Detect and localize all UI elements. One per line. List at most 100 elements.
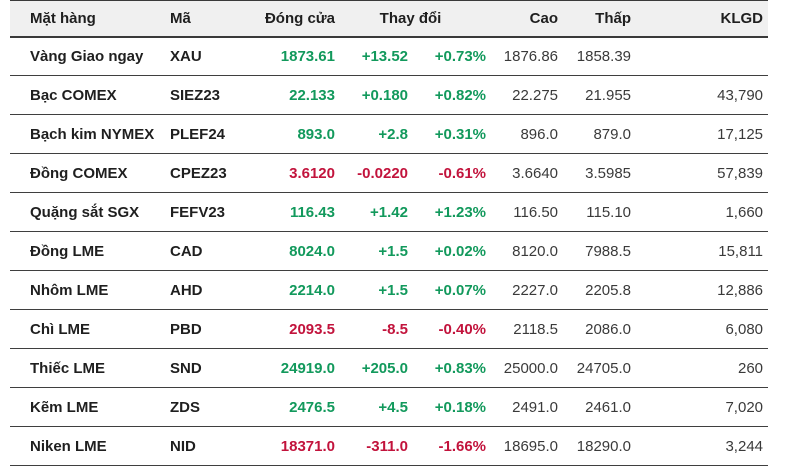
close-price-cell: 22.133	[248, 75, 335, 115]
table-body: Vàng Giao ngay XAU 1873.61 +13.52 +0.73% 1876…	[10, 36, 769, 466]
change-value-cell: +1.5	[335, 270, 408, 310]
change-percent-cell: -0.40%	[408, 309, 487, 349]
change-value-cell: +1.5	[335, 231, 408, 271]
volume-cell: 43,790	[631, 75, 769, 115]
commodity-name-cell: Chì LME	[10, 309, 160, 349]
change-percent-cell: -0.61%	[408, 153, 487, 193]
table-row: Nhôm LME AHD 2214.0 +1.5 +0.07% 2227.0 2205.8 1…	[10, 270, 769, 310]
low-price-cell: 2205.8	[558, 270, 632, 310]
table-row: Bạc COMEX SIEZ23 22.133 +0.180 +0.82% 22.275 2…	[10, 75, 769, 115]
high-price-cell: 3.6640	[486, 153, 559, 193]
low-price-cell: 7988.5	[558, 231, 632, 271]
table-row: Chì LME PBD 2093.5 -8.5 -0.40% 2118.5 2086.0 6,…	[10, 309, 769, 349]
commodity-code-cell: CPEZ23	[160, 153, 248, 193]
commodity-code-cell: CAD	[160, 231, 248, 271]
high-price-cell: 22.275	[486, 75, 559, 115]
change-percent-cell: +0.83%	[408, 348, 487, 388]
commodity-name-cell: Vàng Giao ngay	[10, 36, 160, 76]
change-value-cell: -8.5	[335, 309, 408, 349]
commodity-name-cell: Nhôm LME	[10, 270, 160, 310]
close-price-cell: 2214.0	[248, 270, 335, 310]
change-value-cell: +1.42	[335, 192, 408, 232]
change-value-cell: -0.0220	[335, 153, 408, 193]
table-row: Đồng COMEX CPEZ23 3.6120 -0.0220 -0.61% 3.664…	[10, 153, 769, 193]
close-price-cell: 24919.0	[248, 348, 335, 388]
table-row: Niken LME NID 18371.0 -311.0 -1.66% 18695.0 18…	[10, 426, 769, 466]
table-row: Kẽm LME ZDS 2476.5 +4.5 +0.18% 2491.0 2461.0 7,…	[10, 387, 769, 427]
change-value-cell: +13.52	[335, 36, 408, 76]
close-price-cell: 18371.0	[248, 426, 335, 466]
table-row: Bạch kim NYMEX PLEF24 893.0 +2.8 +0.31% 896.0…	[10, 114, 769, 154]
change-value-cell: +2.8	[335, 114, 408, 154]
commodity-name-cell: Bạc COMEX	[10, 75, 160, 115]
change-value-cell: +4.5	[335, 387, 408, 427]
volume-cell: 12,886	[631, 270, 769, 310]
close-price-cell: 3.6120	[248, 153, 335, 193]
table-row: Quặng sắt SGX FEFV23 116.43 +1.42 +1.23% 116.…	[10, 192, 769, 232]
commodity-name-cell: Đồng COMEX	[10, 153, 160, 193]
volume-cell: 1,660	[631, 192, 769, 232]
header-high: Cao	[486, 0, 559, 38]
header-commodity: Mặt hàng	[10, 0, 160, 38]
commodity-name-cell: Đồng LME	[10, 231, 160, 271]
low-price-cell: 18290.0	[558, 426, 632, 466]
commodity-code-cell: XAU	[160, 36, 248, 76]
low-price-cell: 879.0	[558, 114, 632, 154]
commodity-code-cell: PBD	[160, 309, 248, 349]
volume-cell: 260	[631, 348, 769, 388]
change-percent-cell: -1.66%	[408, 426, 487, 466]
table-row: Thiếc LME SND 24919.0 +205.0 +0.83% 25000.0 24…	[10, 348, 769, 388]
high-price-cell: 8120.0	[486, 231, 559, 271]
low-price-cell: 3.5985	[558, 153, 632, 193]
commodity-name-cell: Kẽm LME	[10, 387, 160, 427]
high-price-cell: 896.0	[486, 114, 559, 154]
commodity-code-cell: PLEF24	[160, 114, 248, 154]
header-volume: KLGD	[631, 0, 769, 38]
commodity-name-cell: Quặng sắt SGX	[10, 192, 160, 232]
commodity-name-cell: Thiếc LME	[10, 348, 160, 388]
high-price-cell: 2227.0	[486, 270, 559, 310]
change-value-cell: +205.0	[335, 348, 408, 388]
volume-cell: 57,839	[631, 153, 769, 193]
change-percent-cell: +1.23%	[408, 192, 487, 232]
header-close: Đóng cửa	[248, 0, 335, 38]
high-price-cell: 2118.5	[486, 309, 559, 349]
high-price-cell: 25000.0	[486, 348, 559, 388]
commodity-name-cell: Bạch kim NYMEX	[10, 114, 160, 154]
header-change: Thay đổi	[335, 0, 487, 38]
low-price-cell: 2086.0	[558, 309, 632, 349]
table-header: Mặt hàng Mã Đóng cửa Thay đổi Cao Thấp K…	[10, 0, 769, 38]
close-price-cell: 8024.0	[248, 231, 335, 271]
close-price-cell: 116.43	[248, 192, 335, 232]
high-price-cell: 2491.0	[486, 387, 559, 427]
commodity-price-table: Mặt hàng Mã Đóng cửa Thay đổi Cao Thấp K…	[10, 0, 769, 466]
volume-cell: 15,811	[631, 231, 769, 271]
low-price-cell: 2461.0	[558, 387, 632, 427]
close-price-cell: 2093.5	[248, 309, 335, 349]
high-price-cell: 116.50	[486, 192, 559, 232]
commodity-code-cell: ZDS	[160, 387, 248, 427]
low-price-cell: 24705.0	[558, 348, 632, 388]
volume-cell: 6,080	[631, 309, 769, 349]
commodity-code-cell: FEFV23	[160, 192, 248, 232]
volume-cell: 3,244	[631, 426, 769, 466]
header-low: Thấp	[558, 0, 632, 38]
change-value-cell: +0.180	[335, 75, 408, 115]
commodity-name-cell: Niken LME	[10, 426, 160, 466]
table-header-row: Mặt hàng Mã Đóng cửa Thay đổi Cao Thấp K…	[10, 0, 769, 38]
volume-cell	[631, 36, 769, 76]
volume-cell: 17,125	[631, 114, 769, 154]
change-percent-cell: +0.02%	[408, 231, 487, 271]
low-price-cell: 21.955	[558, 75, 632, 115]
commodity-code-cell: AHD	[160, 270, 248, 310]
change-value-cell: -311.0	[335, 426, 408, 466]
change-percent-cell: +0.18%	[408, 387, 487, 427]
low-price-cell: 1858.39	[558, 36, 632, 76]
close-price-cell: 893.0	[248, 114, 335, 154]
close-price-cell: 1873.61	[248, 36, 335, 76]
commodity-code-cell: SIEZ23	[160, 75, 248, 115]
change-percent-cell: +0.07%	[408, 270, 487, 310]
header-code: Mã	[160, 0, 248, 38]
high-price-cell: 1876.86	[486, 36, 559, 76]
table-row: Đồng LME CAD 8024.0 +1.5 +0.02% 8120.0 7988.5 1…	[10, 231, 769, 271]
